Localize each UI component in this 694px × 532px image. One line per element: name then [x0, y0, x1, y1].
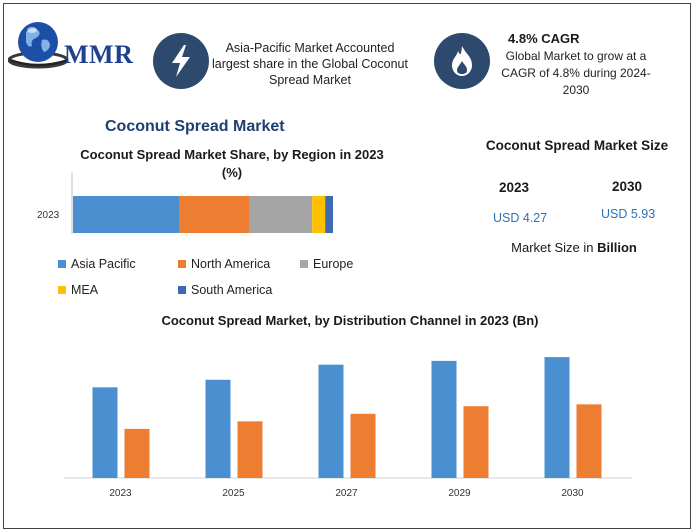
globe-icon	[7, 22, 69, 69]
region-stack	[73, 196, 333, 233]
region-chart-title: Coconut Spread Market Share, by Region i…	[80, 147, 384, 180]
distribution-bar-2025-series-1	[205, 379, 231, 478]
legend-asia-pacific: Asia Pacific	[58, 257, 136, 271]
mmr-logo: MMR	[7, 16, 140, 78]
legend-swatch-north-america	[178, 260, 186, 268]
size-value-2023: USD 4.27	[493, 211, 548, 225]
infographic-frame	[3, 3, 691, 529]
distribution-bar-2023-series-2	[124, 428, 150, 478]
distribution-tick-label-2023: 2023	[109, 488, 132, 499]
legend-mea: MEA	[58, 283, 98, 297]
distribution-bar-2027-series-1	[318, 364, 344, 478]
distribution-chart: 2023 2025 2027 2029 2030	[64, 357, 632, 499]
distribution-bar-2027-series-2	[350, 413, 376, 478]
region-segment-north-america	[179, 196, 250, 233]
distribution-tick-label-2029: 2029	[448, 488, 471, 499]
main-title: Coconut Spread Market	[105, 118, 285, 135]
size-value-2030: USD 5.93	[601, 207, 656, 221]
distribution-tick-label-2025: 2025	[222, 488, 245, 499]
legend-swatch-asia-pacific	[58, 260, 66, 268]
distribution-bar-2030-series-1	[544, 357, 570, 478]
cagr-text: Global Market to grow at a CAGR of 4.8% …	[501, 49, 651, 97]
size-year-2030: 2030	[612, 179, 643, 194]
region-segment-mea	[312, 196, 326, 233]
distribution-bar-2023-series-1	[92, 387, 118, 478]
logo-text: MMR	[64, 40, 134, 69]
lightning-badge	[153, 33, 209, 89]
legend-label-south-america: South America	[191, 283, 273, 297]
legend-label-europe: Europe	[313, 257, 354, 271]
legend-north-america: North America	[178, 257, 270, 271]
legend-europe: Europe	[300, 257, 353, 271]
distribution-bars: 2023 2025 2027 2029 2030	[92, 357, 602, 499]
size-note-unit: Billion	[597, 240, 637, 255]
legend-label-mea: MEA	[71, 283, 99, 297]
legend-south-america: South America	[178, 283, 272, 297]
legend-label-north-america: North America	[191, 257, 271, 271]
flame-icon	[452, 46, 472, 76]
distribution-chart-title: Coconut Spread Market, by Distribution C…	[161, 313, 539, 328]
region-share-chart: 2023	[37, 172, 333, 234]
region-chart-category: 2023	[37, 210, 60, 221]
region-segment-asia-pacific	[73, 196, 180, 233]
cagr-title: 4.8% CAGR	[508, 31, 580, 46]
flame-badge	[434, 33, 490, 89]
distribution-bar-2025-series-2	[237, 421, 263, 478]
legend-swatch-mea	[58, 286, 66, 294]
distribution-tick-label-2030: 2030	[561, 488, 584, 499]
legend-label-asia-pacific: Asia Pacific	[71, 257, 136, 271]
region-segment-europe	[249, 196, 313, 233]
market-size-title: Coconut Spread Market Size	[485, 138, 669, 153]
legend-swatch-south-america	[178, 286, 186, 294]
size-year-2023: 2023	[499, 180, 530, 195]
distribution-bar-2029-series-1	[431, 360, 457, 478]
distribution-tick-label-2027: 2027	[335, 488, 358, 499]
size-note-prefix: Market Size in	[511, 240, 598, 255]
region-segment-south-america	[325, 196, 333, 233]
lightning-icon	[172, 45, 190, 77]
legend-swatch-europe	[300, 260, 308, 268]
region-share-text: Asia-Pacific Market Accounted largest sh…	[212, 41, 408, 87]
distribution-bar-2030-series-2	[576, 404, 602, 478]
market-size-note: Market Size in Billion	[474, 240, 674, 255]
distribution-bar-2029-series-2	[463, 406, 489, 478]
